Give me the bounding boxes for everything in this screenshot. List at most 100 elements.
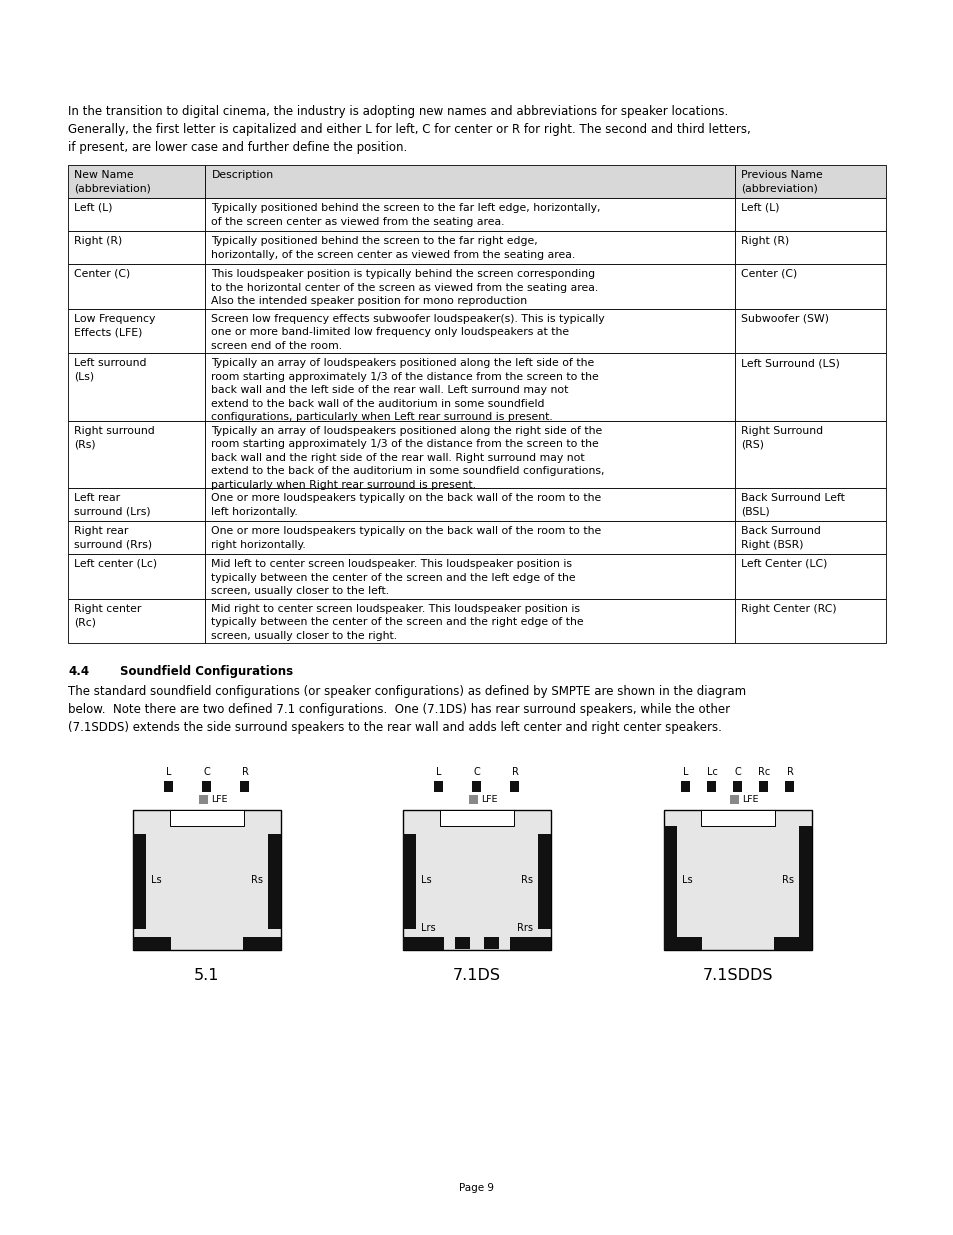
Bar [164,781,173,792]
Text: below.  Note there are two defined 7.1 configurations.  One (7.1DS) has rear sur: below. Note there are two defined 7.1 co… [68,703,729,716]
Bar [472,781,481,792]
Text: In the transition to digital cinema, the industry is adopting new names and abbr: In the transition to digital cinema, the… [68,105,727,119]
Bar [205,488,735,521]
Bar [205,555,735,599]
Text: Left center (Lc): Left center (Lc) [74,559,157,569]
Text: Description: Description [212,170,274,180]
Bar [268,834,281,929]
Bar [132,834,146,929]
Text: Right (R): Right (R) [74,236,122,246]
Text: Typically an array of loudspeakers positioned along the left side of the
room st: Typically an array of loudspeakers posit… [212,358,598,422]
Text: Right (R): Right (R) [740,236,789,246]
Text: Screen low frequency effects subwoofer loudspeaker(s). This is typically
one or : Screen low frequency effects subwoofer l… [212,314,604,351]
Text: 7.1DS: 7.1DS [453,968,500,983]
Bar [205,309,735,353]
Text: Generally, the first letter is capitalized and either L for left, C for center o: Generally, the first letter is capitaliz… [68,124,750,136]
Bar [170,810,244,826]
Bar [68,521,205,555]
Bar [663,810,811,950]
Bar [799,826,811,950]
Bar [469,795,477,804]
Text: Soundfield Configurations: Soundfield Configurations [120,664,293,678]
Bar [735,165,885,198]
Bar [700,810,774,826]
Bar [483,937,498,948]
Text: C: C [734,767,740,777]
Bar [784,781,794,792]
Bar [68,488,205,521]
Bar [132,937,172,950]
Bar [68,165,205,198]
Text: LFE: LFE [211,794,227,804]
Text: C: C [473,767,480,777]
Bar [205,420,735,488]
Bar [242,937,281,950]
Bar [240,781,250,792]
Text: L: L [166,767,172,777]
Bar [205,521,735,555]
Text: Left Surround (LS): Left Surround (LS) [740,358,840,368]
Text: R: R [241,767,248,777]
Text: Left (L): Left (L) [74,203,112,212]
Text: Ls: Ls [420,876,431,885]
Bar [759,781,768,792]
Bar [68,420,205,488]
Bar [205,599,735,643]
Text: Right Center (RC): Right Center (RC) [740,604,836,614]
Text: Subwoofer (SW): Subwoofer (SW) [740,314,828,324]
Bar [205,198,735,231]
Bar [707,781,716,792]
Text: (7.1SDDS) extends the side surround speakers to the rear wall and adds left cent: (7.1SDDS) extends the side surround spea… [68,721,721,734]
Bar [735,420,885,488]
Bar [402,810,551,950]
Bar [68,353,205,420]
Text: Rs: Rs [520,876,533,885]
Text: L: L [436,767,441,777]
Bar [735,599,885,643]
Bar [68,198,205,231]
Text: Ls: Ls [151,876,161,885]
Bar [205,231,735,264]
Text: C: C [203,767,211,777]
Bar [434,781,443,792]
Text: LFE: LFE [741,794,758,804]
Bar [68,231,205,264]
Bar [729,795,739,804]
Bar [510,781,519,792]
Text: Center (C): Center (C) [740,269,797,279]
Text: 4.4: 4.4 [68,664,89,678]
Bar [205,264,735,309]
Text: R: R [511,767,517,777]
Bar [680,781,690,792]
Text: This loudspeaker position is typically behind the screen corresponding
to the ho: This loudspeaker position is typically b… [212,269,598,306]
Bar [402,834,416,929]
Text: 7.1SDDS: 7.1SDDS [702,968,773,983]
Bar [199,795,208,804]
Text: One or more loudspeakers typically on the back wall of the room to the
right hor: One or more loudspeakers typically on th… [212,526,601,550]
Text: Left Center (LC): Left Center (LC) [740,559,827,569]
Text: L: L [682,767,688,777]
Text: if present, are lower case and further define the position.: if present, are lower case and further d… [68,141,407,154]
Text: Lrs: Lrs [420,923,436,932]
Text: Rs: Rs [781,876,793,885]
Text: The standard soundfield configurations (or speaker configurations) as defined by: The standard soundfield configurations (… [68,685,745,698]
Bar [663,937,701,950]
Bar [205,353,735,420]
Bar [537,834,551,929]
Bar [202,781,212,792]
Bar [735,521,885,555]
Bar [735,231,885,264]
Text: Right surround
(Rs): Right surround (Rs) [74,426,154,450]
Text: Typically an array of loudspeakers positioned along the right side of the
room s: Typically an array of loudspeakers posit… [212,426,604,490]
Bar [68,555,205,599]
Text: Typically positioned behind the screen to the far left edge, horizontally,
of th: Typically positioned behind the screen t… [212,203,600,226]
Text: Center (C): Center (C) [74,269,131,279]
Bar [663,826,677,950]
Text: Low Frequency
Effects (LFE): Low Frequency Effects (LFE) [74,314,155,337]
Text: Ls: Ls [681,876,692,885]
Text: LFE: LFE [480,794,497,804]
Bar [733,781,741,792]
Bar [773,937,811,950]
Text: R: R [785,767,793,777]
Text: 5.1: 5.1 [194,968,219,983]
